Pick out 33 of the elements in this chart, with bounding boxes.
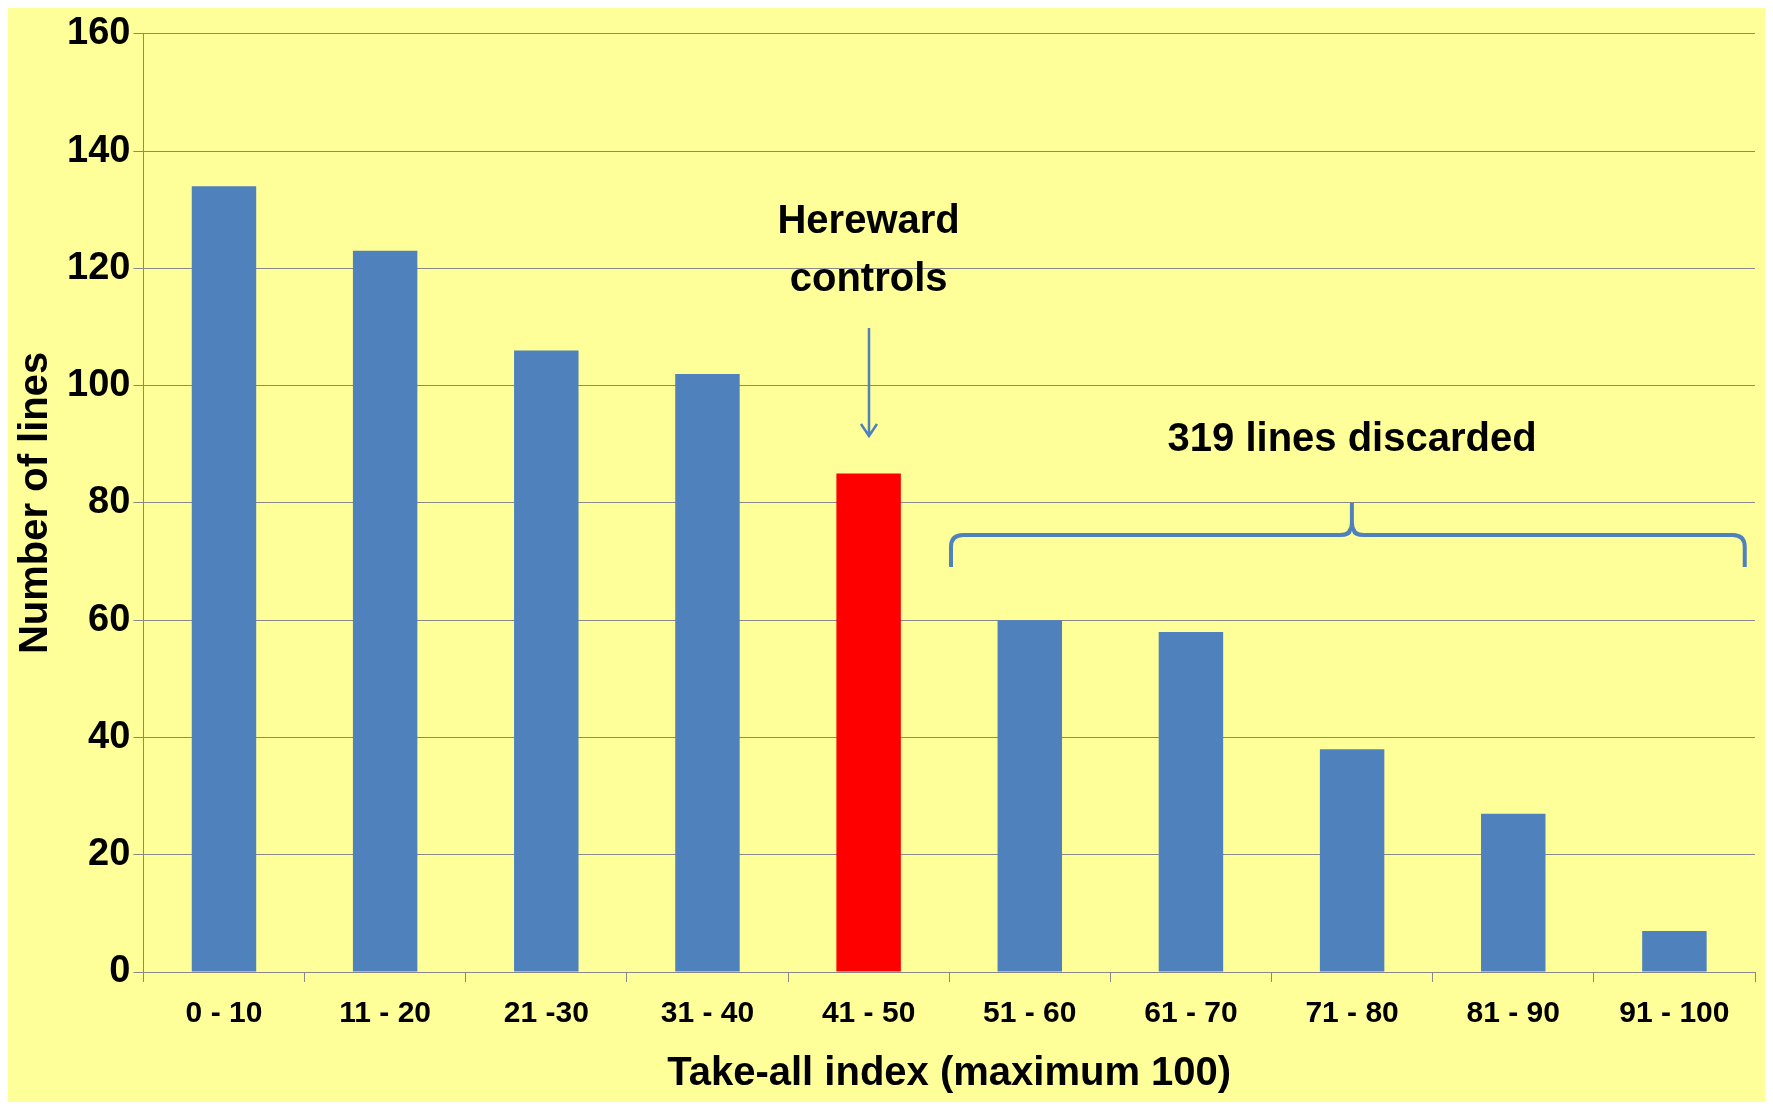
x-axis-title: Take-all index (maximum 100) [667,1049,1232,1094]
x-tick-label: 41 - 50 [821,995,916,1029]
x-tick-label: 21 -30 [503,995,589,1029]
x-tick-label: 51 - 60 [983,995,1077,1029]
y-tick-label: 100 [67,362,131,405]
x-tick-label: 31 - 40 [660,995,755,1029]
x-tick-label: 11 - 20 [339,995,432,1029]
y-tick-label: 40 [88,713,131,756]
y-tick-label: 20 [88,831,131,874]
bar [1319,749,1385,972]
x-tick-label: 61 - 70 [1144,995,1238,1029]
x-tick-label: 91 - 100 [1619,995,1730,1029]
y-tick-label: 140 [67,127,131,170]
x-tick-label: 0 - 10 [185,995,263,1029]
y-tick-label: 80 [88,479,131,522]
annotation: 319 lines discarded [1167,415,1537,460]
bar [514,350,579,972]
bar [191,186,257,972]
bar [1642,930,1707,972]
y-tick-label: 120 [67,244,131,287]
y-axis-title: Number of lines [11,351,56,655]
y-tick-label: 60 [88,596,131,639]
y-tick-label: 160 [67,10,131,53]
annotation: Hereward controls [777,196,960,299]
bar [1481,813,1546,972]
x-tick-label: 81 - 90 [1466,995,1560,1029]
bar [675,373,740,972]
x-tick-label: 71 - 80 [1305,995,1399,1029]
bar [1158,631,1224,972]
bar [997,620,1063,972]
bar [836,473,901,972]
bar [352,250,418,972]
y-tick-label: 0 [109,948,131,991]
